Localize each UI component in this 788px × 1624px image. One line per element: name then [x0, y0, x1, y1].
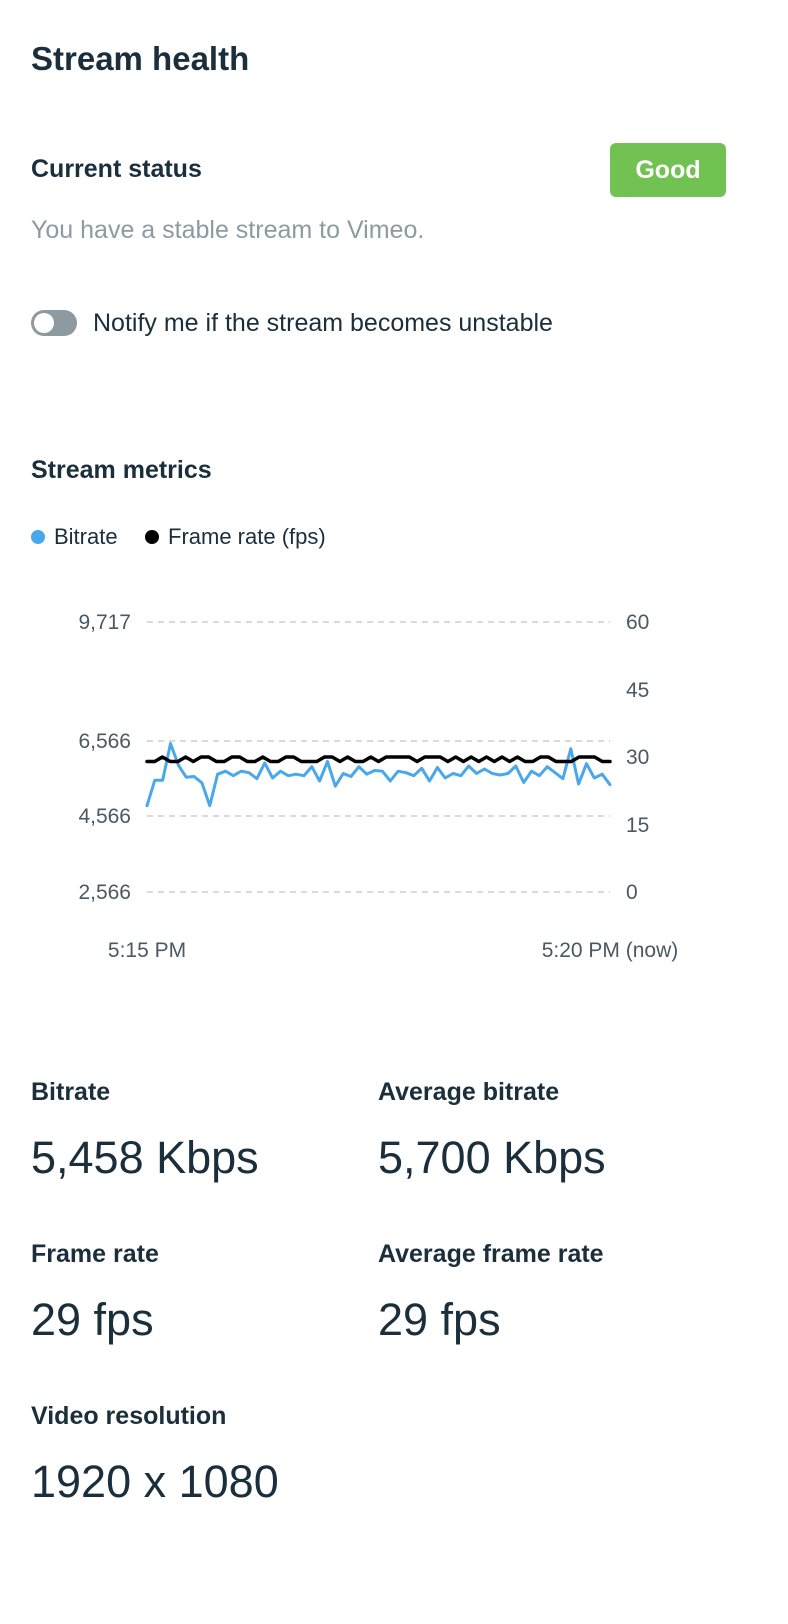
frame-rate-label: Frame rate: [31, 1240, 159, 1268]
right-axis: 60 45 30 15 0: [626, 611, 649, 904]
right-axis-tick-label: 45: [626, 679, 649, 702]
frame-rate-series-line: [145, 755, 612, 764]
notify-toggle-label: Notify me if the stream becomes unstable: [93, 309, 553, 337]
bitrate-dot-icon: [31, 530, 45, 544]
video-resolution-label: Video resolution: [31, 1402, 227, 1430]
right-axis-tick-label: 30: [626, 746, 649, 769]
average-bitrate-value: 5,700 Kbps: [378, 1132, 606, 1183]
page-title: Stream health: [31, 40, 250, 77]
grid-lines: [147, 621, 610, 893]
legend-frame-rate-label: Frame rate (fps): [168, 524, 326, 549]
video-resolution-value: 1920 x 1080: [31, 1456, 279, 1507]
x-axis: 5:15 PM 5:20 PM (now): [108, 939, 678, 962]
left-axis-tick-label: 9,717: [78, 611, 131, 634]
status-description: You have a stable stream to Vimeo.: [31, 216, 425, 244]
left-axis-tick-label: 6,566: [78, 730, 131, 753]
average-bitrate-label: Average bitrate: [378, 1078, 560, 1106]
left-axis-tick-label: 2,566: [78, 881, 131, 904]
left-axis: 9,717 6,566 4,566 2,566: [78, 611, 131, 904]
legend-bitrate: Bitrate: [31, 524, 118, 550]
average-frame-rate-label: Average frame rate: [378, 1240, 604, 1268]
bitrate-label: Bitrate: [31, 1078, 111, 1106]
legend-frame-rate: Frame rate (fps): [145, 524, 326, 550]
toggle-knob: [34, 313, 54, 333]
right-axis-tick-label: 60: [626, 611, 649, 634]
average-frame-rate-value: 29 fps: [378, 1294, 501, 1345]
notify-toggle[interactable]: [31, 310, 77, 336]
series-lines: [145, 742, 612, 808]
stream-metrics-heading: Stream metrics: [31, 456, 212, 484]
bitrate-value: 5,458 Kbps: [31, 1132, 259, 1183]
x-axis-label-start: 5:15 PM: [108, 939, 186, 962]
legend-bitrate-label: Bitrate: [54, 524, 118, 549]
bitrate-series-line: [145, 742, 612, 808]
frame-rate-dot-icon: [145, 530, 159, 544]
x-axis-label-end: 5:20 PM (now): [542, 939, 679, 962]
right-axis-tick-label: 15: [626, 814, 649, 837]
current-status-heading: Current status: [31, 155, 202, 183]
left-axis-tick-label: 4,566: [78, 805, 131, 828]
right-axis-tick-label: 0: [626, 881, 638, 904]
status-badge[interactable]: Good: [610, 143, 726, 197]
frame-rate-value: 29 fps: [31, 1294, 154, 1345]
